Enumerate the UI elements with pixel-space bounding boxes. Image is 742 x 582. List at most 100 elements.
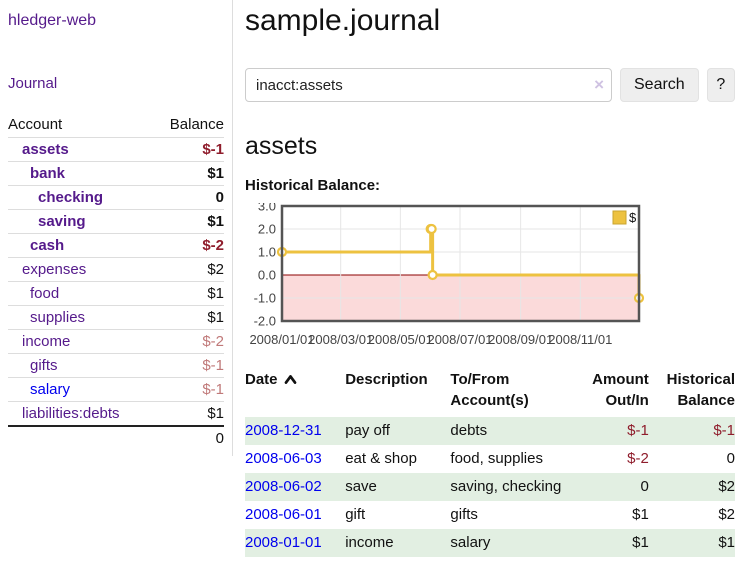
transaction-date-link[interactable]: 2008-06-01 — [245, 506, 322, 524]
transaction-balance: $2 — [718, 478, 735, 496]
search-button[interactable]: Search — [620, 68, 699, 102]
transaction-description: eat & shop — [345, 450, 417, 468]
register-table-body: 2008-12-31 pay off debts $-1 $-1 2008-06-03 ea… — [245, 417, 735, 558]
account-column-header: Account — [8, 116, 63, 133]
transaction-date-link[interactable]: 2008-06-02 — [245, 478, 322, 496]
chart-title: Historical Balance: — [245, 177, 381, 194]
svg-text:3.0: 3.0 — [258, 203, 276, 214]
account-row: checking 0 — [8, 185, 224, 210]
sidebar-account-food[interactable]: food — [30, 285, 60, 302]
header-label: Out/In — [605, 391, 649, 409]
sidebar-account-cash[interactable]: cash — [30, 237, 65, 254]
transaction-row: 2008-06-03 eat & shop food, supplies $-2 0 — [245, 445, 735, 473]
transaction-accounts: saving, checking — [450, 478, 562, 496]
accounts-table: Account Balance assets $-1 bank $1 checking 0… — [8, 113, 224, 450]
svg-text:2008/01/01: 2008/01/01 — [249, 332, 314, 347]
register-col-header-date[interactable]: Date — [245, 368, 345, 417]
account-balance: $-2 — [202, 237, 224, 254]
sidebar-account-income[interactable]: income — [22, 333, 71, 350]
account-balance: $1 — [207, 213, 224, 230]
account-balance: $1 — [207, 165, 224, 182]
sidebar-account-assets[interactable]: assets — [22, 141, 69, 158]
transaction-date-link[interactable]: 2008-01-01 — [245, 534, 322, 552]
transaction-description: income — [345, 534, 394, 552]
transaction-amount: $1 — [632, 506, 649, 524]
account-balance: $1 — [207, 285, 224, 302]
account-row: expenses $2 — [8, 257, 224, 282]
transaction-accounts: debts — [450, 422, 488, 440]
account-balance: $-2 — [202, 333, 224, 350]
account-row: cash $-2 — [8, 233, 224, 258]
transaction-amount: 0 — [640, 478, 649, 496]
account-balance: $2 — [207, 261, 224, 278]
sidebar-account-checking[interactable]: checking — [38, 189, 104, 206]
transaction-accounts: food, supplies — [450, 450, 543, 468]
account-balance: $1 — [207, 405, 224, 422]
account-row: bank $1 — [8, 161, 224, 186]
account-row: salary $-1 — [8, 377, 224, 402]
account-row: income $-2 — [8, 329, 224, 354]
sidebar-item-journal[interactable]: Journal — [8, 75, 58, 92]
accounts-total-row: 0 — [8, 425, 224, 450]
help-button[interactable]: ? — [706, 68, 735, 102]
header-label: Account(s) — [450, 391, 529, 409]
transaction-amount: $-2 — [627, 450, 649, 468]
sidebar-account-expenses[interactable]: expenses — [22, 261, 87, 278]
balance-column-header: Balance — [169, 116, 224, 133]
transaction-row: 2008-01-01 income salary $1 $1 — [245, 529, 735, 558]
svg-text:$: $ — [629, 210, 637, 225]
page-title: sample.journal — [245, 4, 441, 37]
svg-text:-2.0: -2.0 — [254, 314, 276, 329]
account-row: liabilities:debts $1 — [8, 401, 224, 427]
transaction-date-link[interactable]: 2008-06-03 — [245, 450, 322, 468]
transaction-row: 2008-06-02 save saving, checking 0 $2 — [245, 473, 735, 502]
header-label: Date — [245, 371, 278, 388]
svg-text:2008/03/01: 2008/03/01 — [308, 332, 373, 347]
account-row: saving $1 — [8, 209, 224, 234]
transaction-description: pay off — [345, 422, 390, 440]
clear-search-icon[interactable]: × — [594, 75, 604, 94]
transaction-balance: $1 — [718, 534, 735, 552]
accounts-table-header-row: Account Balance — [8, 113, 224, 138]
sidebar-account-bank[interactable]: bank — [30, 165, 66, 182]
transaction-balance: $2 — [718, 506, 735, 524]
app-brand-link[interactable]: hledger-web — [8, 12, 97, 29]
search-bar: × Search ? — [245, 68, 735, 102]
account-row: gifts $-1 — [8, 353, 224, 378]
register-col-header-amount: Amount Out/In — [572, 368, 649, 417]
sidebar-account-salary[interactable]: salary — [30, 381, 71, 398]
main-content: sample.journal × Search ? assets Histori… — [233, 0, 742, 558]
transaction-amount: $1 — [632, 534, 649, 552]
header-label: Historical — [666, 371, 735, 388]
historical-balance-chart: 3.0 2.0 1.0 0.0 -1.0 -2.0 2008/01/01 2008/03/01… — [245, 203, 735, 349]
accounts-table-body: assets $-1 bank $1 checking 0 saving $1 cash $-2 e… — [8, 137, 224, 427]
transaction-balance: $-1 — [713, 422, 735, 440]
transaction-amount: $-1 — [627, 422, 649, 440]
header-label: Description — [345, 371, 428, 388]
account-balance: $-1 — [202, 357, 224, 374]
account-row: food $1 — [8, 281, 224, 306]
sidebar-account-saving[interactable]: saving — [38, 213, 86, 230]
transaction-row: 2008-12-31 pay off debts $-1 $-1 — [245, 417, 735, 446]
sidebar-account-supplies[interactable]: supplies — [30, 309, 86, 326]
sidebar-account-liabilities-debts[interactable]: liabilities:debts — [22, 405, 120, 422]
register-col-header-tofrom: To/From Account(s) — [450, 368, 571, 417]
transaction-description: save — [345, 478, 377, 496]
accounts-total-spacer — [8, 425, 154, 450]
svg-text:-1.0: -1.0 — [254, 291, 276, 306]
svg-text:1.0: 1.0 — [258, 245, 276, 260]
account-balance: 0 — [215, 189, 224, 206]
search-input[interactable] — [245, 68, 612, 102]
svg-text:0.0: 0.0 — [258, 268, 276, 283]
svg-text:2008/07/01: 2008/07/01 — [427, 332, 492, 347]
svg-text:2008/05/01: 2008/05/01 — [368, 332, 433, 347]
svg-text:2008/11/01: 2008/11/01 — [548, 332, 612, 347]
sidebar-account-gifts[interactable]: gifts — [30, 357, 58, 374]
transaction-date-link[interactable]: 2008-12-31 — [245, 422, 322, 440]
header-label: To/From — [450, 371, 510, 388]
accounts-total-value: 0 — [153, 425, 224, 450]
account-balance: $1 — [207, 309, 224, 326]
register-col-header-historical: Historical Balance — [649, 368, 735, 417]
header-label: Amount — [592, 371, 649, 388]
sidebar: hledger-web Journal Account Balance asse… — [0, 0, 233, 456]
